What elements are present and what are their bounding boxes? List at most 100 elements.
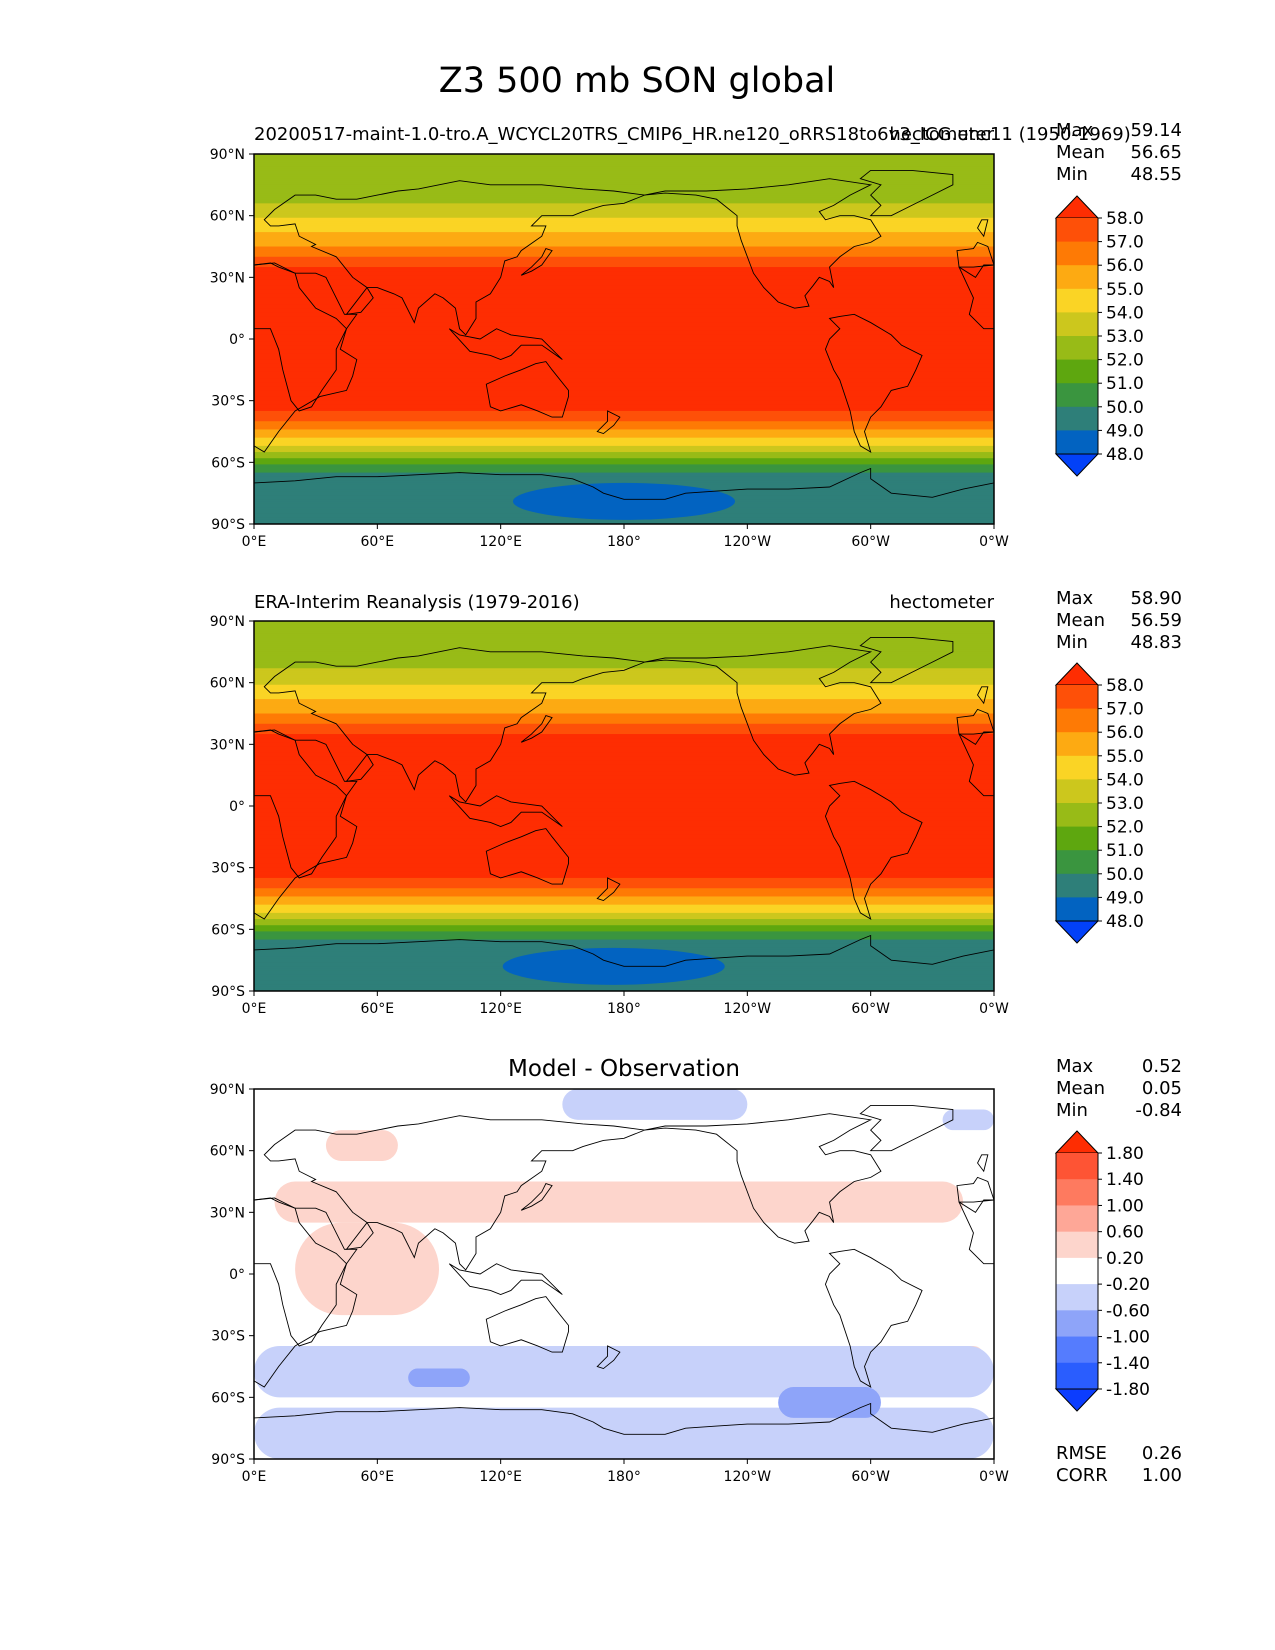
colorbar-segment	[1056, 1153, 1098, 1180]
colorbar-segment	[1056, 312, 1098, 337]
y-tick-label: 90°N	[210, 614, 245, 630]
panel-observation-band	[254, 758, 994, 762]
panel-observation-band	[254, 703, 994, 706]
coastline-path	[1261, 249, 1275, 276]
panel-observation-band	[254, 925, 994, 928]
panel-observation-band	[254, 838, 994, 842]
colorbar-tick-label: -0.20	[1106, 1275, 1150, 1295]
panel-observation-band	[254, 851, 994, 854]
stat-label: Max	[1056, 588, 1094, 609]
panel-observation-band	[254, 645, 994, 649]
panel-model-band	[254, 285, 994, 289]
panel-model-band	[254, 478, 994, 482]
panel-difference-coastline-set	[957, 1105, 1275, 1434]
colorbar-segment	[1056, 1179, 1098, 1206]
panel-observation-band	[254, 748, 994, 752]
panel-model-band	[254, 413, 994, 416]
panel-observation-band	[254, 785, 994, 789]
panel-observation-band	[254, 894, 994, 898]
panel-model-band	[254, 209, 994, 213]
panel-model-band	[254, 392, 994, 396]
coastline-path	[1004, 1116, 1275, 1270]
panel-model-band	[254, 410, 994, 414]
panel-observation-band	[254, 857, 994, 861]
colorbar-tick-label: 54.0	[1106, 303, 1144, 323]
panel-model-band	[254, 186, 994, 190]
panel-observation-band	[254, 777, 994, 780]
stat-label: Max	[1056, 1056, 1094, 1077]
panel-observation-band	[254, 793, 994, 797]
panel-observation-band	[254, 820, 994, 824]
panel-observation-map	[217, 620, 1275, 992]
panel-model-band	[254, 357, 994, 361]
panel-observation-band	[254, 834, 994, 838]
panel-model-colorbar: 48.0 49.0 50.0 51.0 52.0 53.0 54.0 55.0 56.0 57.0…	[1054, 195, 1144, 477]
coastline-path	[486, 362, 568, 418]
panel-model-band	[254, 238, 994, 241]
panel-model-band	[254, 382, 994, 385]
y-tick-label: 30°N	[210, 737, 245, 753]
x-tick-label: 180°	[607, 1001, 641, 1017]
panel-model-band	[254, 345, 994, 348]
panel-observation-band	[254, 754, 994, 758]
coastline-path	[264, 648, 644, 802]
panel-observation-band	[254, 734, 994, 737]
panel-model-band	[254, 380, 994, 383]
panel-observation-title-left: ERA-Interim Reanalysis (1979-2016)	[254, 592, 580, 613]
panel-model-band	[254, 415, 994, 418]
coastline-path	[217, 709, 357, 919]
panel-observation-band	[254, 660, 994, 663]
panel-model-band	[254, 433, 994, 437]
colorbar-segment	[1056, 288, 1098, 313]
panel-model-band	[254, 295, 994, 299]
panel-model-band	[254, 322, 994, 326]
colorbar-tick-label: 51.0	[1106, 374, 1144, 394]
panel-observation-band	[254, 766, 994, 770]
panel-model-band	[254, 242, 994, 246]
panel-model-band	[254, 472, 994, 476]
panel-observation-band	[254, 921, 994, 924]
panel-difference: Model - Observation 0°E 60°E 120°E 180° 120°…	[210, 1056, 1275, 1486]
panel-observation-band	[254, 816, 994, 819]
panel-observation-band	[254, 801, 994, 805]
panel-model: 20200517-maint-1.0-tro.A_WCYCL20TRS_CMIP…	[210, 120, 1275, 550]
panel-model-band	[254, 236, 994, 239]
panel-observation-band	[254, 900, 994, 904]
panel-model-band	[254, 316, 994, 320]
panel-observation-band	[254, 880, 994, 883]
coastline-path	[219, 1198, 357, 1346]
panel-model-band	[254, 351, 994, 354]
panel-difference-region	[778, 1387, 881, 1418]
coastline-path	[978, 687, 988, 703]
panel-observation-band	[254, 695, 994, 698]
coastline-path	[486, 1297, 568, 1353]
panel-model-band	[254, 240, 994, 243]
panel-model-band	[254, 390, 994, 394]
panel-observation-band	[254, 713, 994, 717]
panel-model-band	[254, 388, 994, 391]
y-tick-label: 60°N	[210, 209, 245, 225]
panel-model-band	[254, 447, 994, 451]
colorbar-tick-label: 1.00	[1106, 1196, 1144, 1216]
colorbar-tick-label: -1.80	[1106, 1380, 1150, 1400]
panel-model-band	[254, 256, 994, 260]
panel-difference-region	[254, 1407, 994, 1459]
panel-model-band	[254, 205, 994, 209]
panel-model-band	[254, 223, 994, 227]
panel-observation-band	[254, 662, 994, 665]
panel-difference-stats: Max 0.52 Mean 0.05 Min -0.84	[1056, 1056, 1182, 1121]
coastline-path	[1226, 829, 1275, 885]
panel-model-band	[254, 330, 994, 334]
panel-model-band	[254, 394, 994, 398]
panel-model-band	[254, 184, 994, 188]
panel-observation-band	[254, 859, 994, 863]
coastline-path	[1189, 329, 1275, 360]
panel-observation-band	[254, 902, 994, 906]
colorbar-segment	[1056, 897, 1098, 922]
panel-observation-band	[254, 984, 994, 988]
panel-observation-coastlines	[217, 637, 1275, 966]
panel-observation-band	[254, 882, 994, 885]
coastline-path	[645, 179, 881, 308]
panel-observation-band	[254, 943, 994, 947]
colorbar-segment	[1056, 383, 1098, 408]
